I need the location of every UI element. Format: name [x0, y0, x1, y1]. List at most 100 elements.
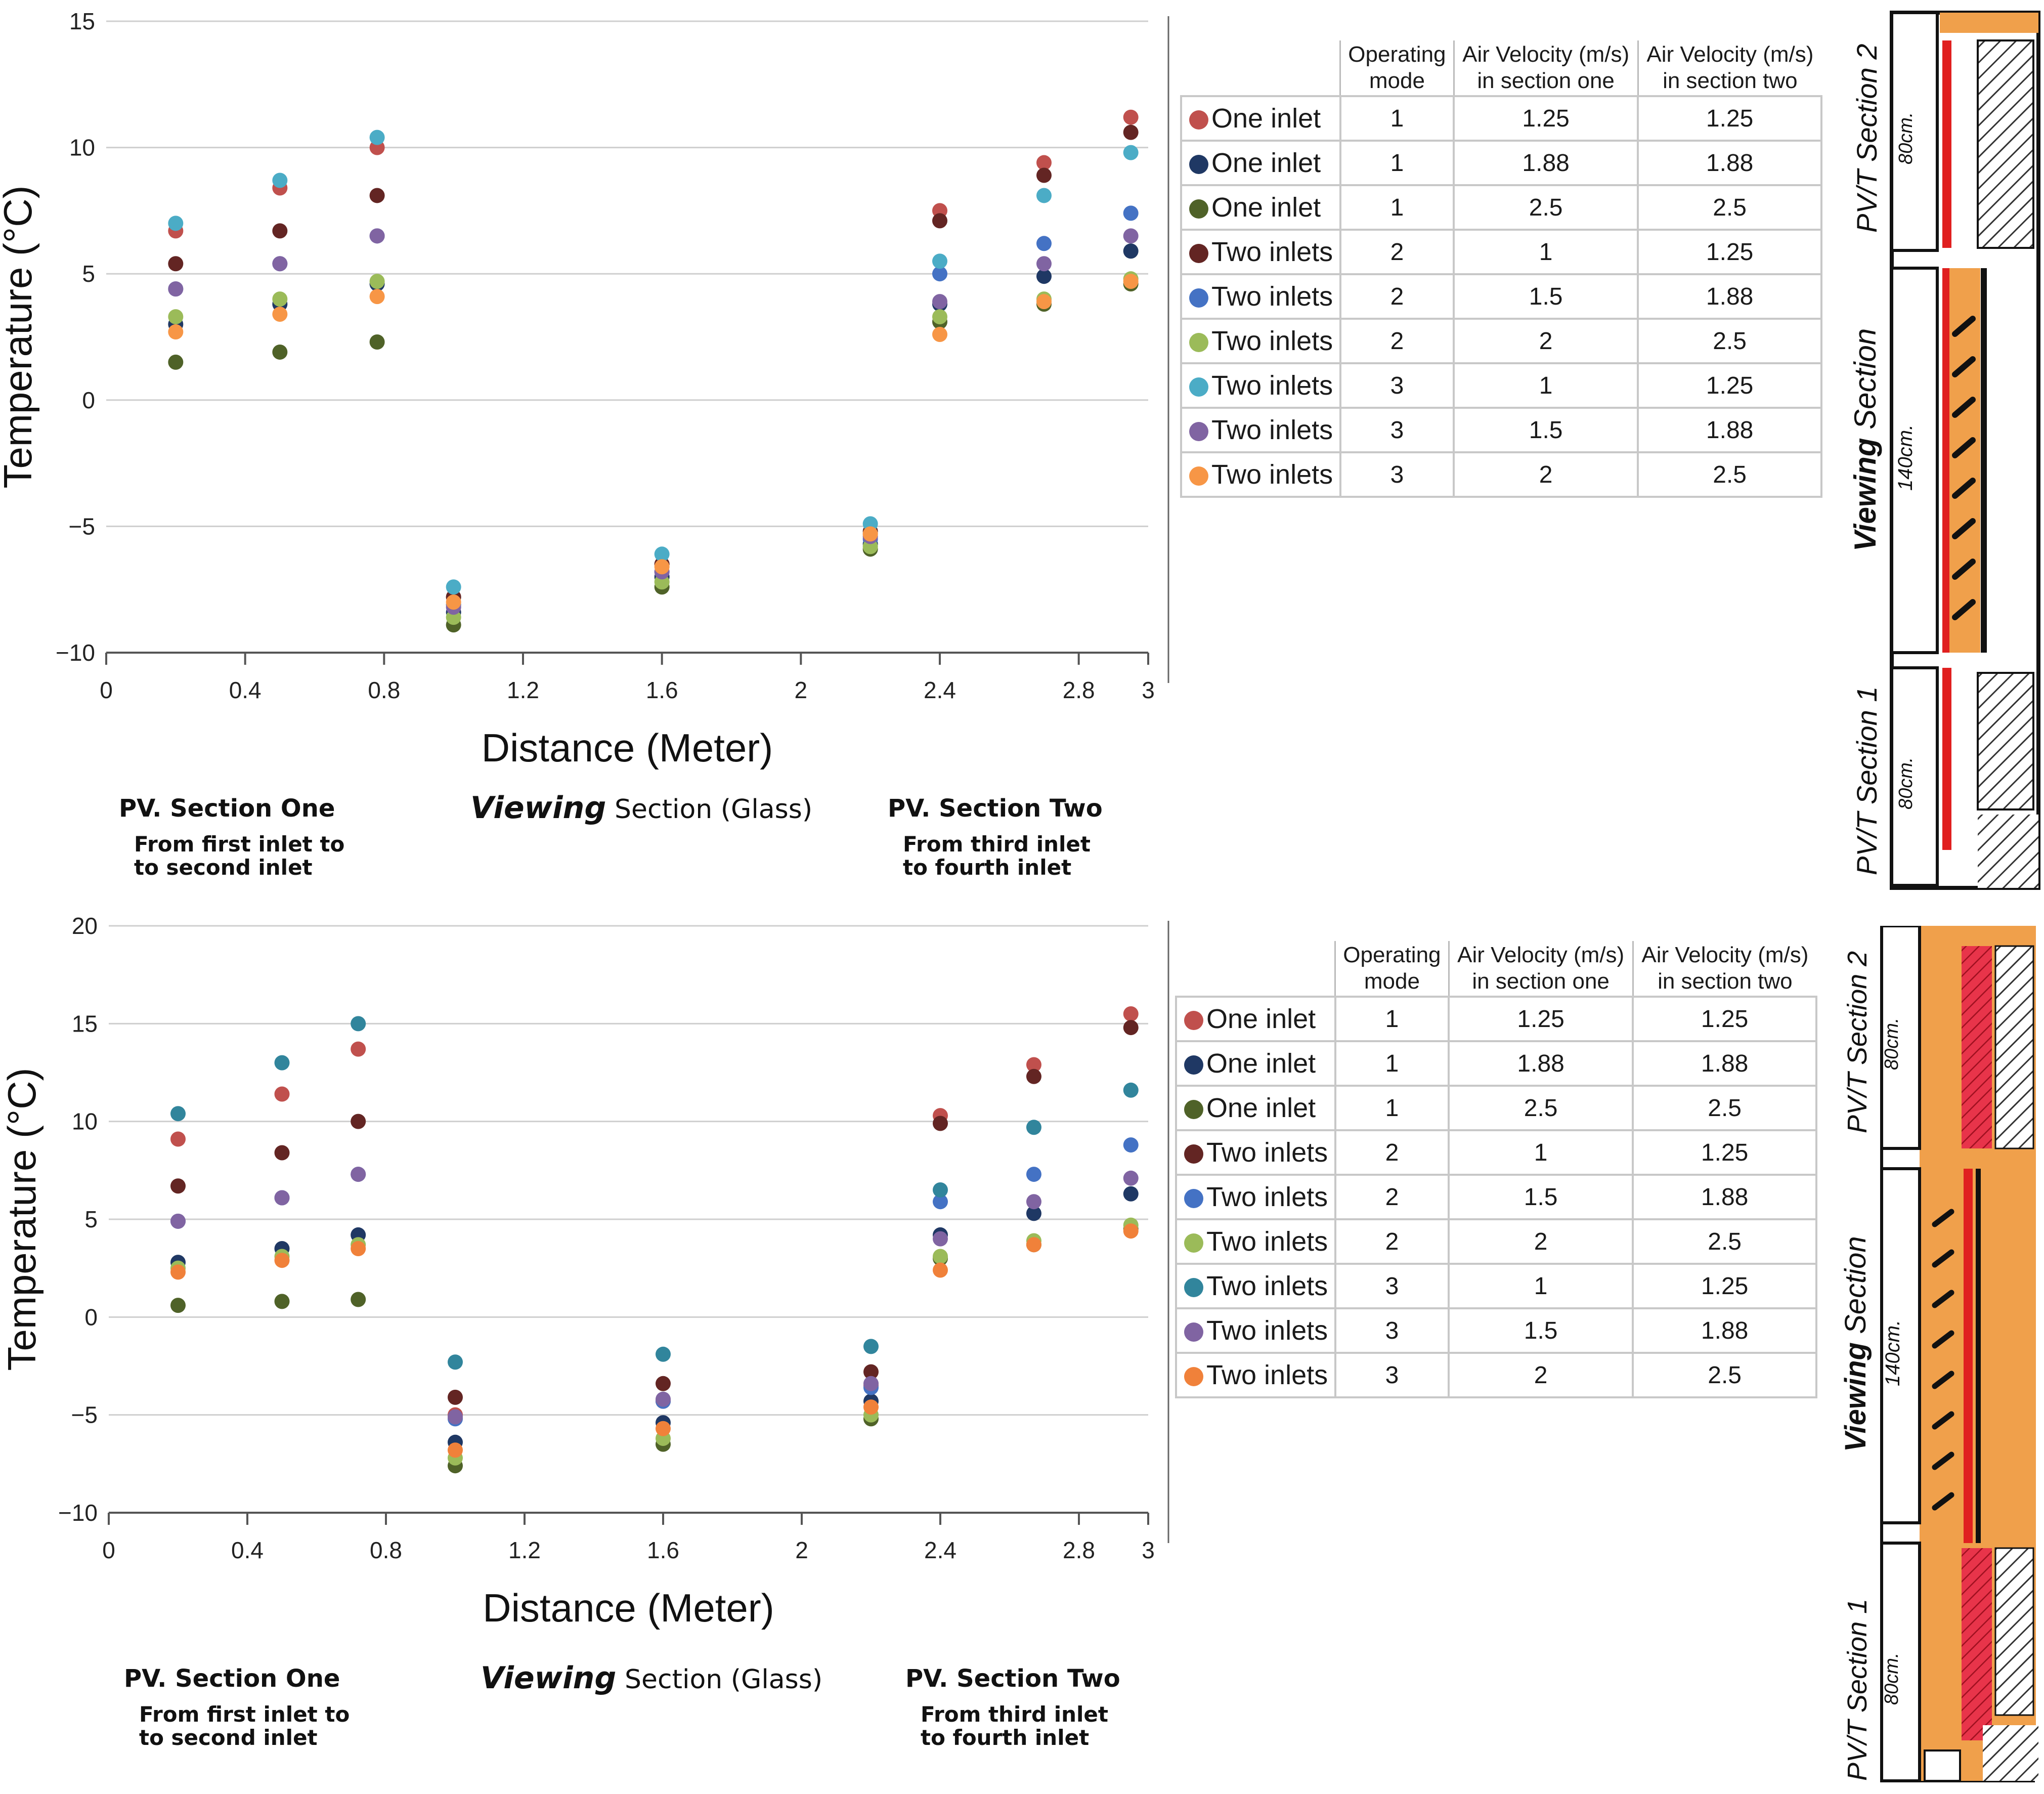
- pv-section-one-line2: to second inlet: [139, 1725, 318, 1750]
- legend-v1: 1.25: [1448, 996, 1634, 1042]
- bottom-panel: 20 15 10 5 0 −5 −10 0 0.4 0.8 1.2 1.6 2 2.4 2.8 3 Distan…: [0, 906, 2044, 1794]
- header-v1-l1: Air Velocity (m/s): [1462, 42, 1630, 67]
- legend-row: One inlet 1 2.5 2.5: [1175, 1085, 1817, 1131]
- viewing-red-bar: [1964, 1169, 1973, 1543]
- data-point: [933, 1262, 948, 1278]
- section1-box: [1890, 666, 1939, 887]
- x-tick-label: 0: [100, 677, 113, 703]
- legend-v2: 2.5: [1637, 184, 1822, 231]
- legend-mode: 2: [1334, 1218, 1450, 1265]
- data-point: [1036, 256, 1052, 272]
- data-point: [170, 1131, 186, 1147]
- legend-v1: 1.88: [1448, 1040, 1634, 1087]
- legend-row: Two inlets 2 2 2.5: [1175, 1218, 1817, 1265]
- viewing-name-emph: Viewing: [1848, 438, 1882, 551]
- legend-row: One inlet 1 1.88 1.88: [1180, 140, 1822, 186]
- pv-section-two-label: PV. Section Two From third inlet to four…: [888, 794, 1130, 879]
- legend-marker: [1184, 1367, 1203, 1386]
- legend-v1: 1.5: [1453, 273, 1639, 320]
- legend-v1: 2: [1453, 318, 1639, 364]
- legend-v1: 2.5: [1448, 1085, 1634, 1131]
- y-tick-label: 5: [82, 261, 95, 287]
- legend-row: Two inlets 2 1.5 1.88: [1175, 1174, 1817, 1220]
- pv-section-one-title: PV. Section One: [124, 1664, 340, 1693]
- data-point: [863, 1399, 879, 1415]
- data-point: [1036, 236, 1052, 251]
- data-point: [369, 188, 385, 203]
- legend-series-name: Two inlets: [1211, 326, 1333, 356]
- data-point: [170, 1264, 186, 1280]
- legend-v2: 1.88: [1632, 1307, 1817, 1354]
- legend-series-name: Two inlets: [1206, 1226, 1328, 1257]
- viewing-glass: [1976, 1169, 1981, 1543]
- data-point: [933, 1249, 948, 1264]
- header-v1-l2: in section one: [1477, 68, 1615, 93]
- x-tick-label: 2.8: [1063, 1537, 1095, 1563]
- section2-name: PV/T Section 2: [1842, 951, 1873, 1133]
- legend-series-name: Two inlets: [1211, 237, 1333, 267]
- legend-v1: 2: [1448, 1352, 1634, 1398]
- data-point: [863, 1339, 879, 1354]
- legend-marker: [1184, 1011, 1203, 1030]
- data-point: [933, 1231, 948, 1247]
- legend-row: One inlet 1 2.5 2.5: [1180, 184, 1822, 231]
- y-tick-label: 20: [72, 913, 98, 939]
- data-point: [932, 253, 947, 269]
- legend-table-bottom: Operating mode Air Velocity (m/s) in secti…: [1175, 941, 1817, 1398]
- legend-row: Two inlets 2 1 1.25: [1175, 1129, 1817, 1176]
- legend-v2: 2.5: [1637, 318, 1822, 364]
- data-point: [654, 546, 670, 562]
- legend-v2: 1.25: [1637, 362, 1822, 409]
- data-point: [1036, 269, 1052, 284]
- y-tick-label: −5: [69, 513, 95, 539]
- legend-mode: 1: [1334, 996, 1450, 1042]
- legend-series-name: Two inlets: [1206, 1137, 1328, 1168]
- pv-section-two-line2: to fourth inlet: [903, 855, 1072, 880]
- data-point: [1123, 1137, 1139, 1153]
- x-tick-label: 3: [1142, 1537, 1155, 1563]
- legend-row: Two inlets 3 2 2.5: [1175, 1352, 1817, 1398]
- section1-red-bar: [1942, 668, 1951, 850]
- legend-mode: 3: [1334, 1263, 1450, 1309]
- legend-mode: 2: [1334, 1174, 1450, 1220]
- legend-marker: [1184, 1189, 1203, 1208]
- data-point: [932, 294, 947, 310]
- data-point: [351, 1292, 366, 1307]
- header-mode-l2: mode: [1364, 969, 1420, 994]
- x-tick-label: 1.2: [507, 677, 539, 703]
- section1-name: PV/T Section 1: [1842, 1599, 1873, 1781]
- section2-red-bar: [1942, 40, 1951, 248]
- viewing-orange: [1945, 268, 1980, 653]
- legend-row: Two inlets 3 1 1.25: [1180, 362, 1822, 409]
- legend-marker: [1184, 1100, 1203, 1119]
- legend-row: Two inlets 3 1.5 1.88: [1175, 1307, 1817, 1354]
- legend-mode: 1: [1334, 1040, 1450, 1087]
- legend-marker: [1189, 244, 1208, 263]
- viewing-louvers: [1952, 316, 1976, 620]
- header-mode-l1: Operating: [1348, 42, 1446, 67]
- data-point: [274, 1055, 290, 1071]
- data-point: [1123, 274, 1139, 289]
- data-point: [168, 256, 184, 272]
- x-tick-label: 0.8: [368, 677, 400, 703]
- data-point: [272, 344, 288, 360]
- section2-box: [1890, 11, 1939, 252]
- data-point: [170, 1213, 186, 1229]
- section2-name: PV/T Section 2: [1851, 44, 1883, 233]
- legend-v2: 1.88: [1637, 140, 1822, 186]
- legend-mode: 1: [1339, 95, 1455, 142]
- legend-series-name: Two inlets: [1206, 1315, 1328, 1346]
- data-point: [272, 307, 288, 322]
- legend-series-name: Two inlets: [1211, 459, 1333, 490]
- pv-section-two-label: PV. Section Two From third inlet to four…: [905, 1664, 1148, 1749]
- legend-v1: 1: [1448, 1129, 1634, 1176]
- legend-marker: [1189, 155, 1208, 174]
- legend-marker: [1189, 333, 1208, 352]
- data-point: [1036, 155, 1052, 170]
- viewing-louvers: [1932, 1209, 1954, 1511]
- viewing-size: 140cm.: [1882, 1320, 1904, 1386]
- legend-mode: 3: [1339, 362, 1455, 409]
- legend-mode: 3: [1334, 1307, 1450, 1354]
- viewing-emph: Viewing: [481, 1660, 617, 1696]
- legend-marker: [1184, 1233, 1203, 1253]
